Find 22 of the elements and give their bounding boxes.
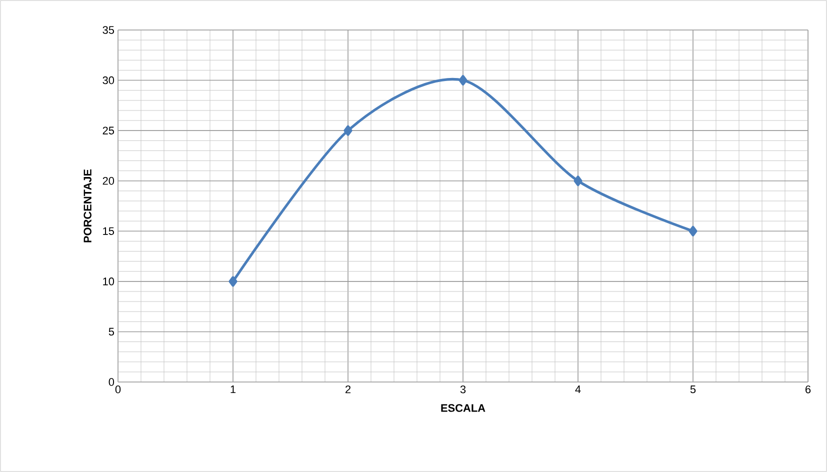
y-tick-label: 0	[108, 378, 114, 386]
point	[458, 75, 468, 86]
x-tick-label: 3	[460, 386, 466, 394]
y-tick-label: 20	[102, 176, 114, 185]
point	[228, 276, 238, 287]
y-tick-label: 15	[103, 227, 114, 235]
x-tick-label: 0	[115, 386, 121, 394]
x-tick-label: 1	[230, 386, 236, 394]
y-tick-label: 10	[103, 278, 114, 286]
x-tick-label: 6	[806, 386, 811, 394]
point	[688, 226, 698, 236]
y-axis-title: PORCENTAJE	[84, 169, 92, 242]
y-tick-label: 30	[102, 76, 114, 84]
x-axis-title: ESCALA	[441, 404, 486, 412]
point	[574, 176, 582, 186]
y-tick-label: 35	[102, 26, 114, 34]
x-tick-label: 5	[690, 386, 696, 394]
x-tick-label: 4	[575, 386, 581, 394]
y-tick-label: 5	[108, 328, 114, 336]
x-tick-label: 2	[346, 386, 351, 394]
y-tick-label: 25	[102, 126, 114, 134]
point	[344, 125, 352, 136]
